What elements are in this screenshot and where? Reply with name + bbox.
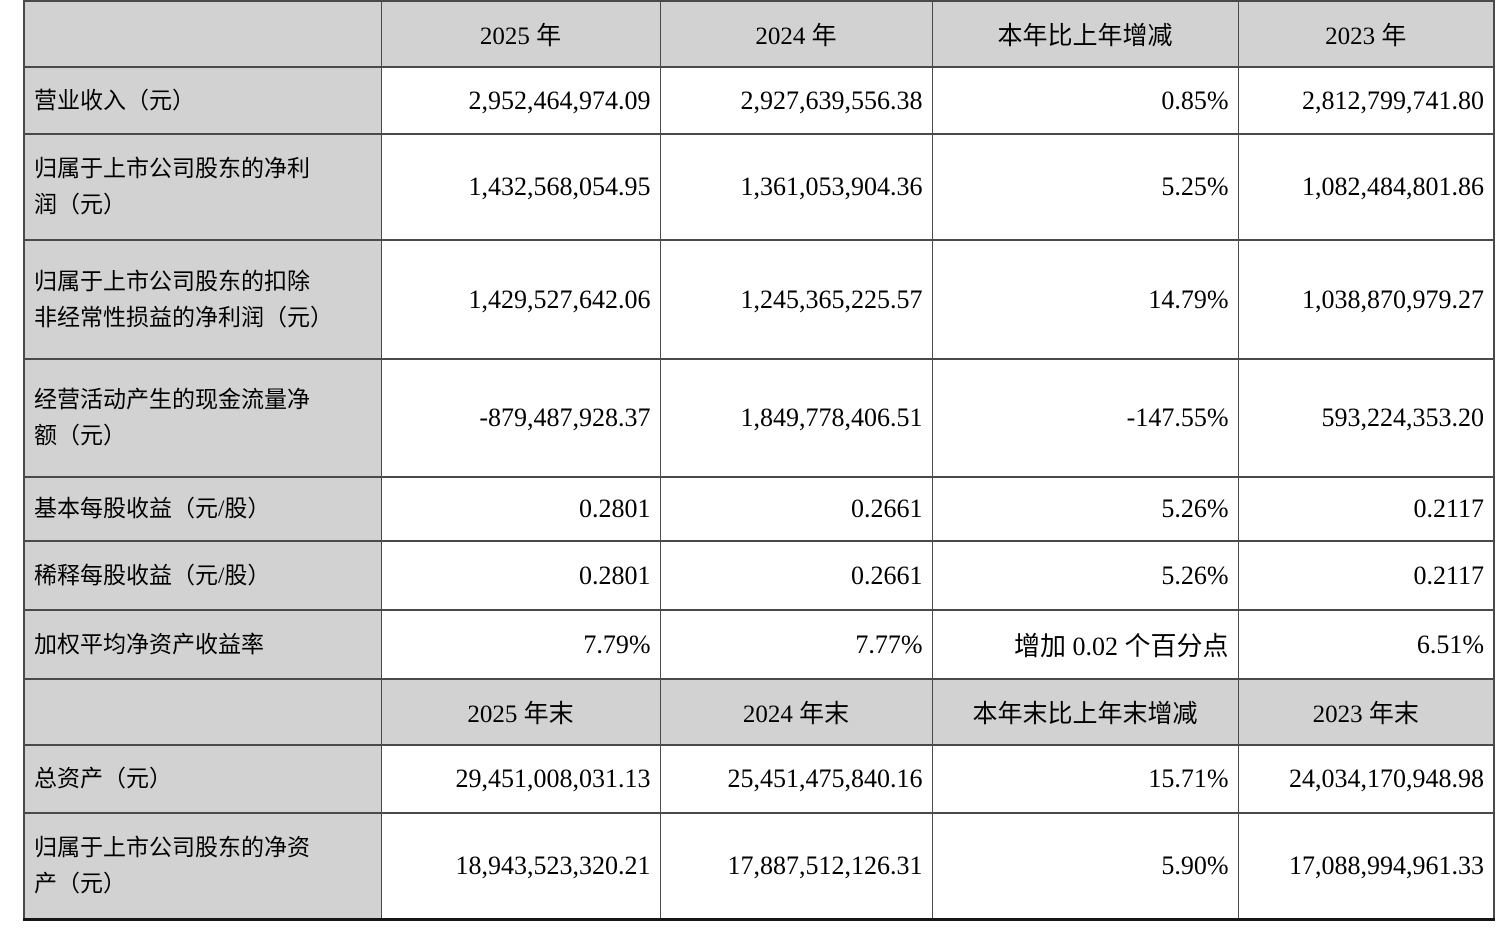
table-row-operating-cash-flow: 经营活动产生的现金流量净 额（元） -879,487,928.37 1,849,… (23, 358, 1495, 478)
table-header-row-period-end: 2025 年末 2024 年末 本年末比上年末增减 2023 年末 (23, 678, 1495, 746)
value-cell: 1,432,568,054.95 (380, 133, 661, 241)
value-cell: 18,943,523,320.21 (380, 812, 661, 921)
value-cell: 6.51% (1237, 609, 1495, 680)
value-cell: 0.85% (931, 66, 1239, 135)
value-cell: 25,451,475,840.16 (659, 744, 933, 814)
value-cell: 1,082,484,801.86 (1237, 133, 1495, 241)
value-cell: 0.2661 (659, 476, 933, 542)
value-cell: 2,952,464,974.09 (380, 66, 661, 135)
value-cell: 1,361,053,904.36 (659, 133, 933, 241)
column-header-empty (23, 678, 382, 746)
value-cell: 1,849,778,406.51 (659, 358, 933, 478)
table-row-basic-eps: 基本每股收益（元/股） 0.2801 0.2661 5.26% 0.2117 (23, 476, 1495, 542)
value-cell: 0.2117 (1237, 476, 1495, 542)
column-header-end-2023: 2023 年末 (1237, 678, 1495, 746)
financial-summary-table: 2025 年 2024 年 本年比上年增减 2023 年 营业收入（元） 2,9… (23, 0, 1495, 921)
value-cell: 1,245,365,225.57 (659, 239, 933, 360)
value-cell: 5.26% (931, 476, 1239, 542)
table-header-row-annual: 2025 年 2024 年 本年比上年增减 2023 年 (23, 0, 1495, 68)
column-header-yoy-change: 本年比上年增减 (931, 0, 1239, 68)
value-cell: 5.26% (931, 540, 1239, 611)
table-row-operating-revenue: 营业收入（元） 2,952,464,974.09 2,927,639,556.3… (23, 66, 1495, 135)
value-cell: 17,887,512,126.31 (659, 812, 933, 921)
value-cell: 0.2801 (380, 540, 661, 611)
value-cell: 0.2117 (1237, 540, 1495, 611)
column-header-2025: 2025 年 (380, 0, 661, 68)
value-cell: 增加 0.02 个百分点 (931, 609, 1239, 680)
value-cell: 24,034,170,948.98 (1237, 744, 1495, 814)
table-row-net-profit-excl-nonrecurring: 归属于上市公司股东的扣除 非经常性损益的净利润（元） 1,429,527,642… (23, 239, 1495, 360)
value-cell: 15.71% (931, 744, 1239, 814)
row-label: 经营活动产生的现金流量净 额（元） (23, 358, 382, 478)
table-row-total-assets: 总资产（元） 29,451,008,031.13 25,451,475,840.… (23, 744, 1495, 814)
row-label: 总资产（元） (23, 744, 382, 814)
value-cell: 1,038,870,979.27 (1237, 239, 1495, 360)
row-label: 归属于上市公司股东的净利 润（元） (23, 133, 382, 241)
table-row-diluted-eps: 稀释每股收益（元/股） 0.2801 0.2661 5.26% 0.2117 (23, 540, 1495, 611)
value-cell: 2,812,799,741.80 (1237, 66, 1495, 135)
row-label: 营业收入（元） (23, 66, 382, 135)
value-cell: 2,927,639,556.38 (659, 66, 933, 135)
row-label: 基本每股收益（元/股） (23, 476, 382, 542)
row-label: 归属于上市公司股东的扣除 非经常性损益的净利润（元） (23, 239, 382, 360)
value-cell: -147.55% (931, 358, 1239, 478)
value-cell: 7.77% (659, 609, 933, 680)
value-cell: 5.90% (931, 812, 1239, 921)
value-cell: 17,088,994,961.33 (1237, 812, 1495, 921)
value-cell: 7.79% (380, 609, 661, 680)
value-cell: 593,224,353.20 (1237, 358, 1495, 478)
table-row-weighted-avg-roe: 加权平均净资产收益率 7.79% 7.77% 增加 0.02 个百分点 6.51… (23, 609, 1495, 680)
table-row-net-assets: 归属于上市公司股东的净资 产（元） 18,943,523,320.21 17,8… (23, 812, 1495, 921)
row-label: 归属于上市公司股东的净资 产（元） (23, 812, 382, 921)
column-header-2023: 2023 年 (1237, 0, 1495, 68)
value-cell: 29,451,008,031.13 (380, 744, 661, 814)
row-label: 稀释每股收益（元/股） (23, 540, 382, 611)
value-cell: 0.2801 (380, 476, 661, 542)
value-cell: 1,429,527,642.06 (380, 239, 661, 360)
value-cell: 5.25% (931, 133, 1239, 241)
column-header-end-2025: 2025 年末 (380, 678, 661, 746)
value-cell: 14.79% (931, 239, 1239, 360)
column-header-2024: 2024 年 (659, 0, 933, 68)
row-label: 加权平均净资产收益率 (23, 609, 382, 680)
table-row-net-profit: 归属于上市公司股东的净利 润（元） 1,432,568,054.95 1,361… (23, 133, 1495, 241)
value-cell: 0.2661 (659, 540, 933, 611)
column-header-end-yoy-change: 本年末比上年末增减 (931, 678, 1239, 746)
column-header-empty (23, 0, 382, 68)
column-header-end-2024: 2024 年末 (659, 678, 933, 746)
value-cell: -879,487,928.37 (380, 358, 661, 478)
